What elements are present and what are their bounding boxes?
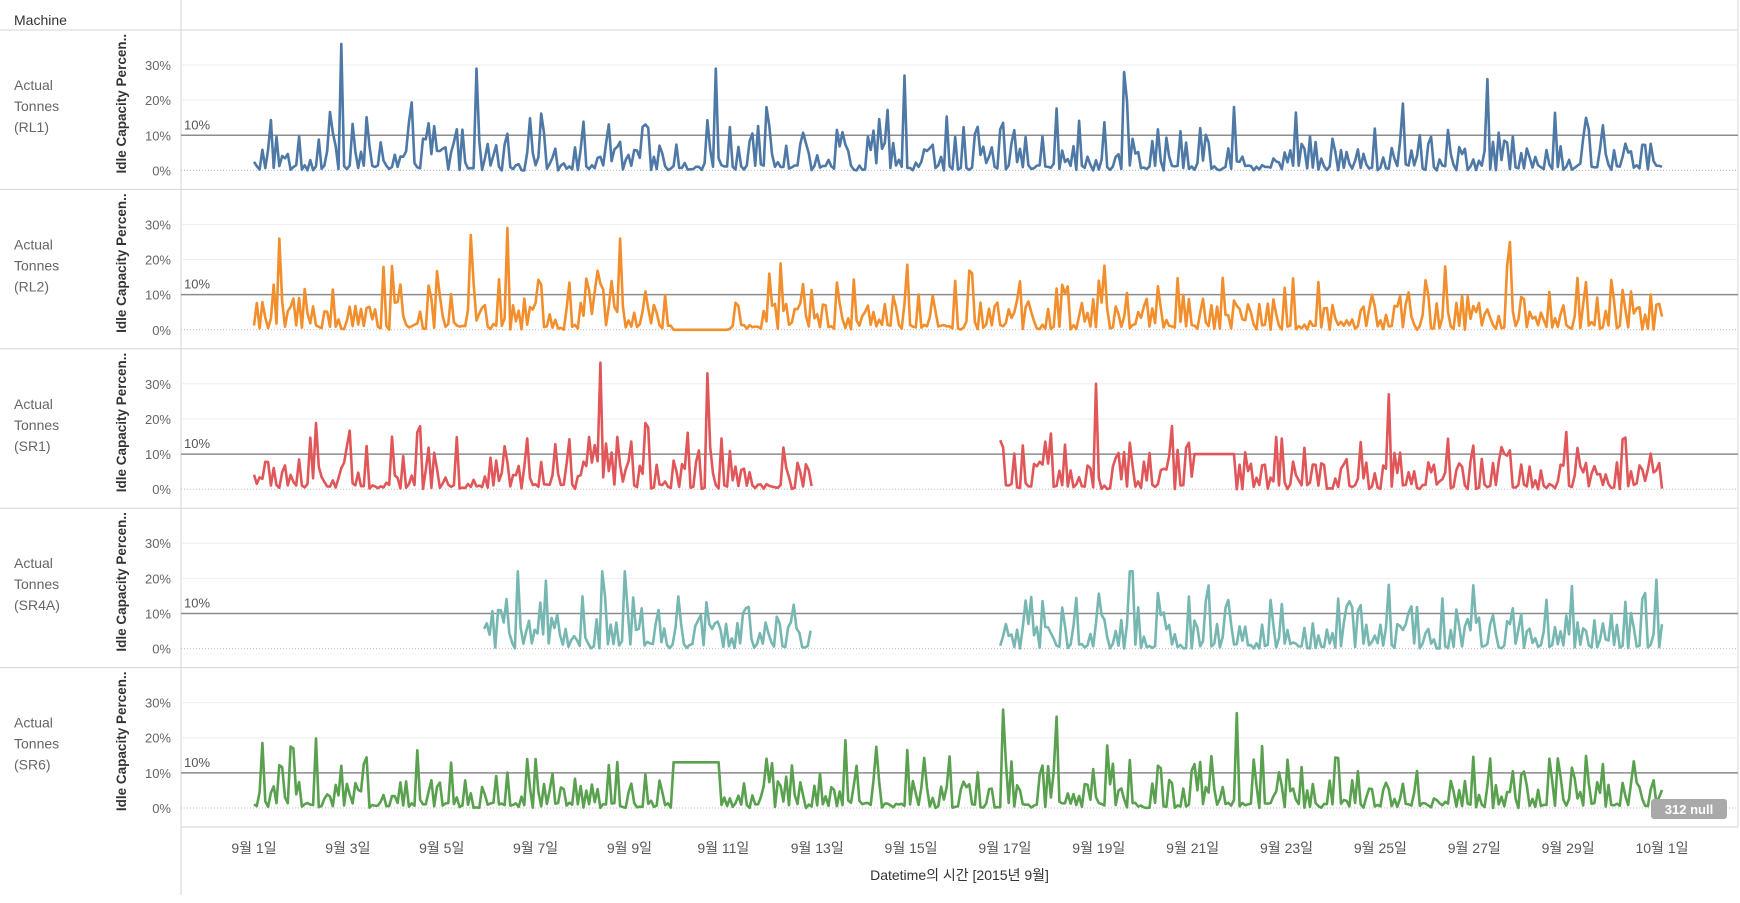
x-tick-label: 9월 7일: [513, 840, 558, 856]
row-label-line: Actual: [14, 236, 53, 252]
reference-line-label: 10%: [184, 117, 210, 132]
x-tick-label: 9월 11일: [697, 840, 749, 856]
series-line: [253, 708, 1664, 810]
y-tick-label: 20%: [145, 731, 171, 746]
x-tick-label: 9월 23일: [1260, 840, 1313, 856]
series-row-2: Actual Tonnes (SR1) Idle Capacity Percen.. 0…: [0, 348, 1738, 497]
row-label-line: (SR4A): [14, 597, 60, 613]
x-tick-label: 9월 21일: [1166, 840, 1219, 856]
x-axis: 9월 1일 9월 3일 9월 5일 9월 7일 9월 9일 9월 11일 9월 13일 9월 …: [231, 840, 1688, 883]
y-axis-title: Idle Capacity Percen..: [114, 512, 129, 652]
series-line: [482, 570, 1664, 650]
x-tick-label: 9월 19일: [1072, 840, 1125, 856]
reference-line-label: 10%: [184, 277, 210, 292]
row-label: Actual Tonnes (RL2): [14, 236, 59, 294]
y-tick-label: 0%: [152, 323, 171, 338]
series-line: [252, 226, 1664, 332]
x-tick-label: 9월 25일: [1354, 840, 1407, 856]
y-tick-label: 20%: [145, 253, 171, 268]
y-tick-label: 10%: [145, 606, 171, 621]
series-row-3: Actual Tonnes (SR4A) Idle Capacity Percen..…: [0, 507, 1738, 657]
row-label-line: (RL2): [14, 278, 49, 294]
y-tick-label: 0%: [152, 482, 171, 497]
y-tick-label: 10%: [145, 128, 171, 143]
row-label-line: Tonnes: [14, 98, 59, 114]
x-tick-label: 9월 9일: [607, 840, 652, 856]
x-tick-label: 9월 27일: [1448, 840, 1501, 856]
series-line: [252, 361, 1664, 491]
row-label-line: Actual: [14, 396, 53, 412]
row-label-line: Actual: [14, 715, 53, 731]
row-label-line: Tonnes: [14, 736, 59, 752]
y-tick-label: 0%: [152, 642, 171, 657]
y-tick-label: 10%: [145, 766, 171, 781]
y-tick-label: 10%: [145, 288, 171, 303]
x-tick-label: 9월 5일: [419, 840, 464, 856]
y-tick-label: 30%: [145, 58, 171, 73]
row-label-line: Tonnes: [14, 576, 59, 592]
row-label-line: Tonnes: [14, 417, 59, 433]
y-tick-label: 20%: [145, 571, 171, 586]
series-row-0: Actual Tonnes (RL1) Idle Capacity Percen.. 0…: [14, 34, 1738, 178]
y-tick-label: 30%: [145, 377, 171, 392]
y-tick-label: 10%: [145, 447, 171, 462]
x-tick-label: 9월 3일: [325, 840, 370, 856]
y-tick-label: 30%: [145, 536, 171, 551]
row-label: Actual Tonnes (SR6): [14, 715, 59, 773]
y-axis-title: Idle Capacity Percen..: [114, 672, 129, 812]
reference-line-label: 10%: [184, 755, 210, 770]
series-line: [252, 42, 1663, 172]
null-indicator-bg: [1651, 799, 1727, 819]
row-label-line: (RL1): [14, 119, 49, 135]
y-tick-label: 20%: [145, 412, 171, 427]
y-axis-title: Idle Capacity Percen..: [114, 34, 129, 174]
y-tick-label: 0%: [152, 163, 171, 178]
null-indicator-label: 312 null: [1665, 802, 1713, 817]
row-label: Actual Tonnes (SR1): [14, 396, 59, 454]
x-tick-label: 10월 1일: [1635, 840, 1688, 856]
row-label-line: Actual: [14, 77, 53, 93]
x-tick-label: 9월 17일: [978, 840, 1031, 856]
y-tick-label: 0%: [152, 801, 171, 816]
row-label: Actual Tonnes (RL1): [14, 77, 59, 135]
x-tick-label: 9월 13일: [791, 840, 844, 856]
x-tick-label: 9월 15일: [885, 840, 938, 856]
y-tick-label: 30%: [145, 217, 171, 232]
series-row-1: Actual Tonnes (RL2) Idle Capacity Percen.. 0…: [0, 188, 1738, 338]
reference-line-label: 10%: [184, 436, 210, 451]
x-tick-label: 9월 1일: [231, 840, 276, 856]
reference-line-label: 10%: [184, 595, 210, 610]
row-label-line: Tonnes: [14, 257, 59, 273]
machine-header: Machine: [14, 12, 67, 28]
row-label-line: (SR1): [14, 438, 51, 454]
row-label-line: (SR6): [14, 757, 51, 773]
row-label-line: Actual: [14, 555, 53, 571]
y-tick-label: 20%: [145, 93, 171, 108]
null-indicator-badge[interactable]: 312 null: [1651, 799, 1727, 819]
y-axis-title: Idle Capacity Percen..: [114, 193, 129, 333]
row-label: Actual Tonnes (SR4A): [14, 555, 60, 613]
x-tick-label: 9월 29일: [1542, 840, 1595, 856]
y-tick-label: 30%: [145, 696, 171, 711]
y-axis-title: Idle Capacity Percen..: [114, 353, 129, 493]
series-row-4: Actual Tonnes (SR6) Idle Capacity Percen.. 0…: [0, 667, 1738, 816]
x-axis-title: Datetime의 시간 [2015년 9월]: [870, 867, 1049, 883]
